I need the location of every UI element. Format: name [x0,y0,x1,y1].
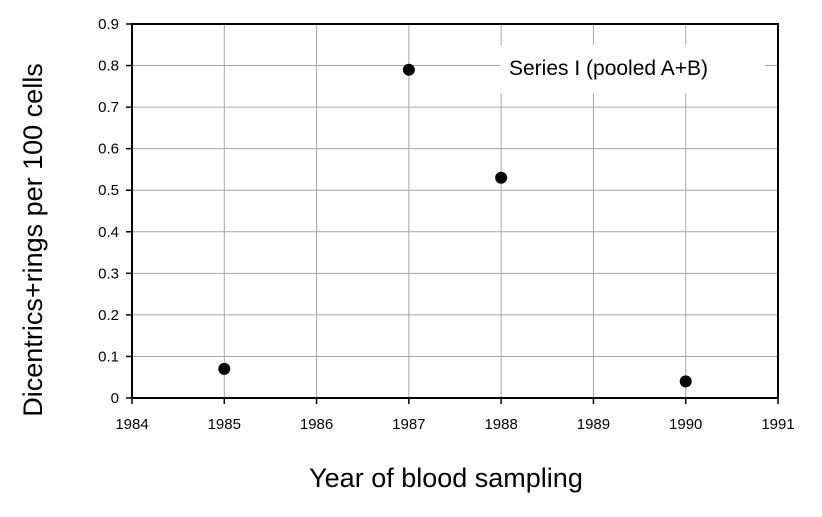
data-points [218,63,692,388]
x-tick-label: 1989 [577,416,610,433]
y-tick-label: 0.1 [98,348,119,365]
x-tick-label: 1987 [392,416,425,433]
x-tick-label: 1984 [115,416,148,433]
y-tick-label: 0.5 [98,182,119,199]
annotation-label: Series I (pooled A+B) [509,57,708,80]
data-point [218,362,231,375]
data-point [402,63,415,76]
x-tick-label: 1985 [208,416,241,433]
x-tick-label: 1991 [761,416,794,433]
y-tick-label: 0.8 [98,58,119,75]
y-tick-label: 0.9 [98,16,119,33]
y-tick-label: 0.3 [98,265,119,282]
x-tick-label: 1986 [300,416,333,433]
y-tick-label: 0.2 [98,307,119,324]
y-tick-label: 0.6 [98,141,119,158]
data-point [495,171,508,184]
plot-frame [131,23,779,399]
x-axis-title: Year of blood sampling [309,463,583,493]
y-axis-ticks: 0 0.1 0.2 0.3 0.4 0.5 0.6 0.7 0.8 0.9 [98,16,132,407]
annotation-box [500,45,765,93]
y-tick-label: 0.7 [98,99,119,116]
y-axis-title: Dicentrics+rings per 100 cells [18,63,48,416]
x-axis-ticks: 1984 1985 1986 1987 1988 1989 1990 1991 [115,398,795,433]
x-tick-label: 1988 [484,416,517,433]
y-tick-label: 0 [111,390,119,407]
y-tick-label: 0.4 [98,224,119,241]
x-tick-label: 1990 [669,416,702,433]
data-point [679,375,692,388]
